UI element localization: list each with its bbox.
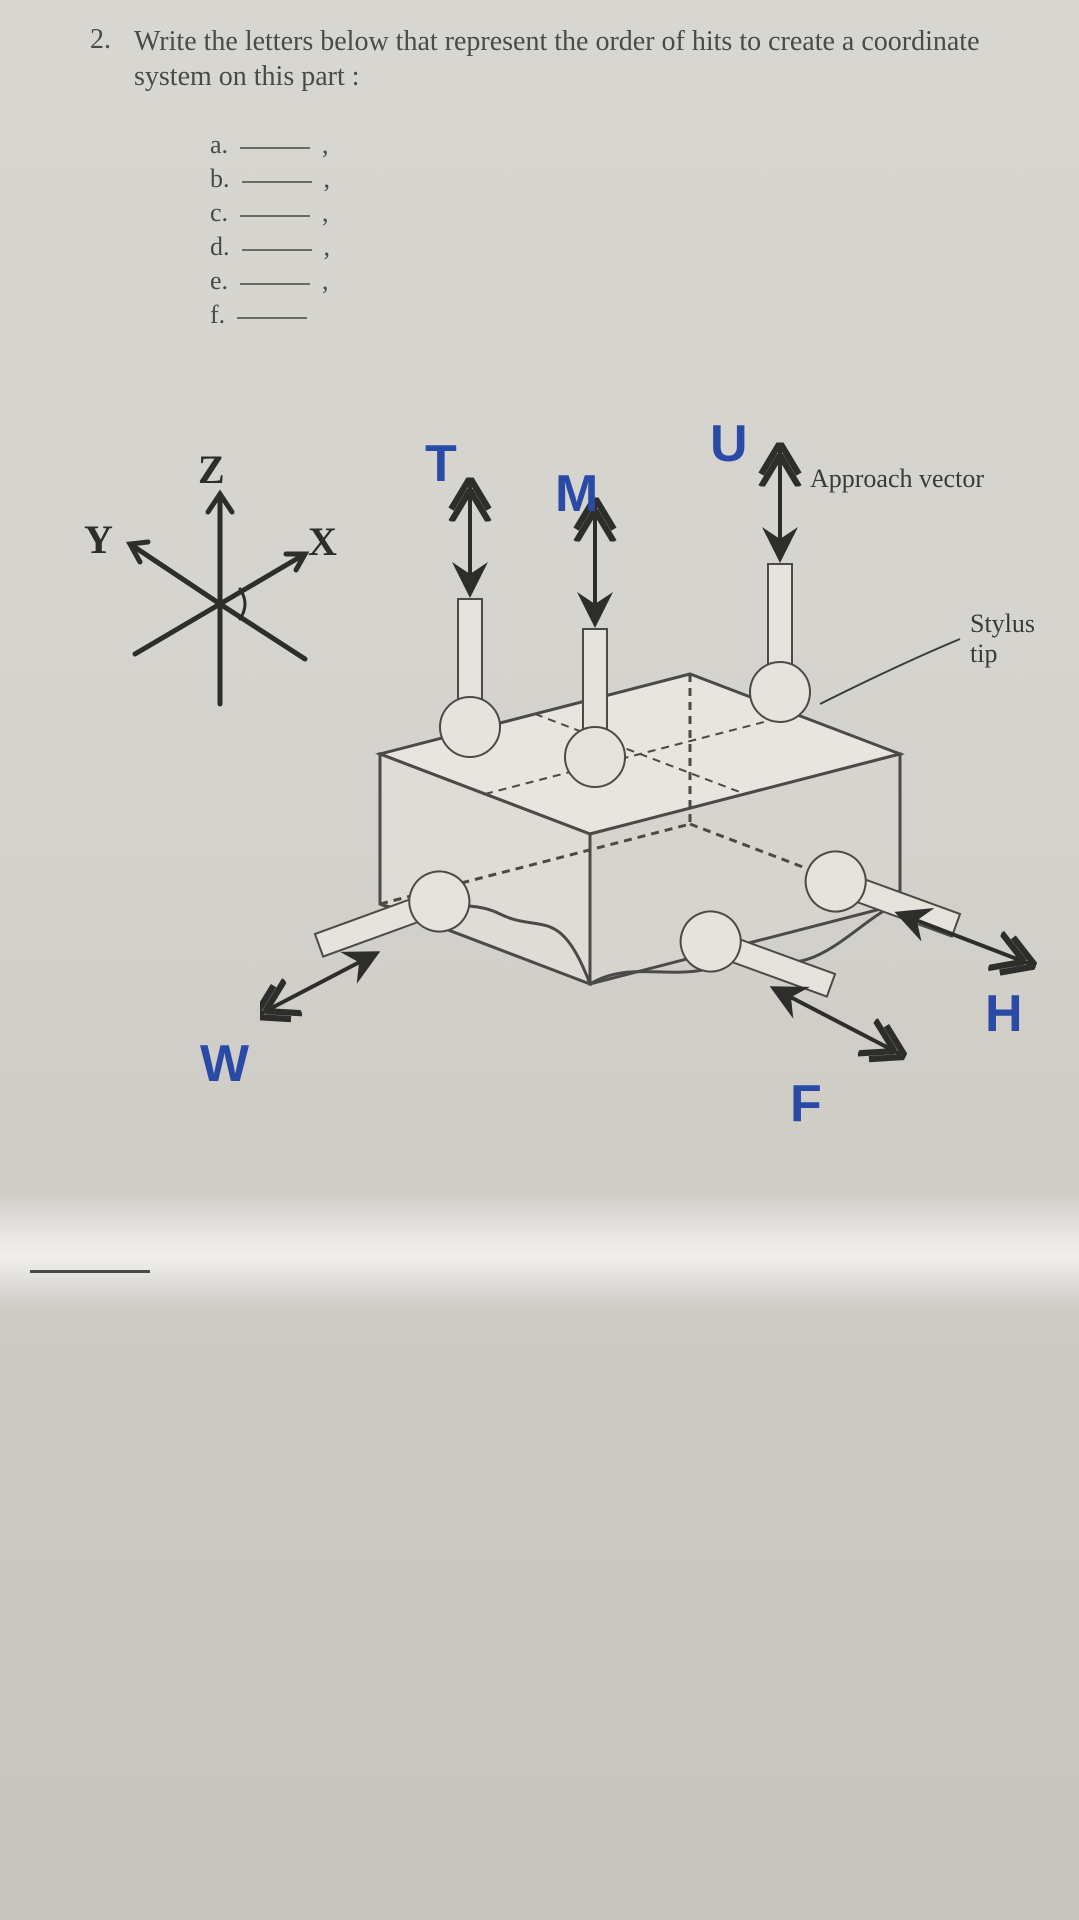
blank-line[interactable] xyxy=(242,181,312,183)
blank-line[interactable] xyxy=(240,147,310,149)
blank-line[interactable] xyxy=(242,249,312,251)
blank-line[interactable] xyxy=(237,317,307,319)
blank-row: c. , xyxy=(210,198,999,232)
axis-label-y: Y xyxy=(84,516,113,563)
figure-area: Z X Y xyxy=(90,394,1050,1214)
comma: , xyxy=(324,164,331,194)
axis-label-z: Z xyxy=(198,446,225,493)
label-M: M xyxy=(555,464,598,524)
page: 2. Write the letters below that represen… xyxy=(0,0,1079,1214)
blank-row: b. , xyxy=(210,164,999,198)
question-text: Write the letters below that represent t… xyxy=(134,24,999,94)
blank-line[interactable] xyxy=(240,215,310,217)
question-number: 2. xyxy=(90,24,116,94)
label-U: U xyxy=(710,414,748,474)
comma: , xyxy=(322,266,329,296)
blank-row: e. , xyxy=(210,266,999,300)
blank-line[interactable] xyxy=(240,283,310,285)
comma: , xyxy=(322,198,329,228)
blank-row: f. xyxy=(210,300,999,334)
page-edge-mark xyxy=(30,1270,150,1273)
blank-marker: b. xyxy=(210,164,230,194)
blank-marker: d. xyxy=(210,232,230,262)
blank-row: d. , xyxy=(210,232,999,266)
blank-marker: a. xyxy=(210,130,228,160)
blank-row: a. , xyxy=(210,130,999,164)
comma: , xyxy=(322,130,329,160)
label-T: T xyxy=(425,434,457,494)
callout-approach: Approach vector xyxy=(810,464,984,494)
blank-marker: e. xyxy=(210,266,228,296)
label-F: F xyxy=(790,1074,822,1134)
answer-blanks: a. , b. , c. , d. , e. , f. xyxy=(210,130,999,334)
callout-stylus: Stylus tip xyxy=(970,609,1050,669)
comma: , xyxy=(324,232,331,262)
label-H: H xyxy=(985,984,1023,1044)
question-row: 2. Write the letters below that represen… xyxy=(90,24,999,94)
blank-marker: f. xyxy=(210,300,225,330)
block-diagram xyxy=(260,394,1050,1214)
blank-marker: c. xyxy=(210,198,228,228)
label-W: W xyxy=(200,1034,249,1094)
